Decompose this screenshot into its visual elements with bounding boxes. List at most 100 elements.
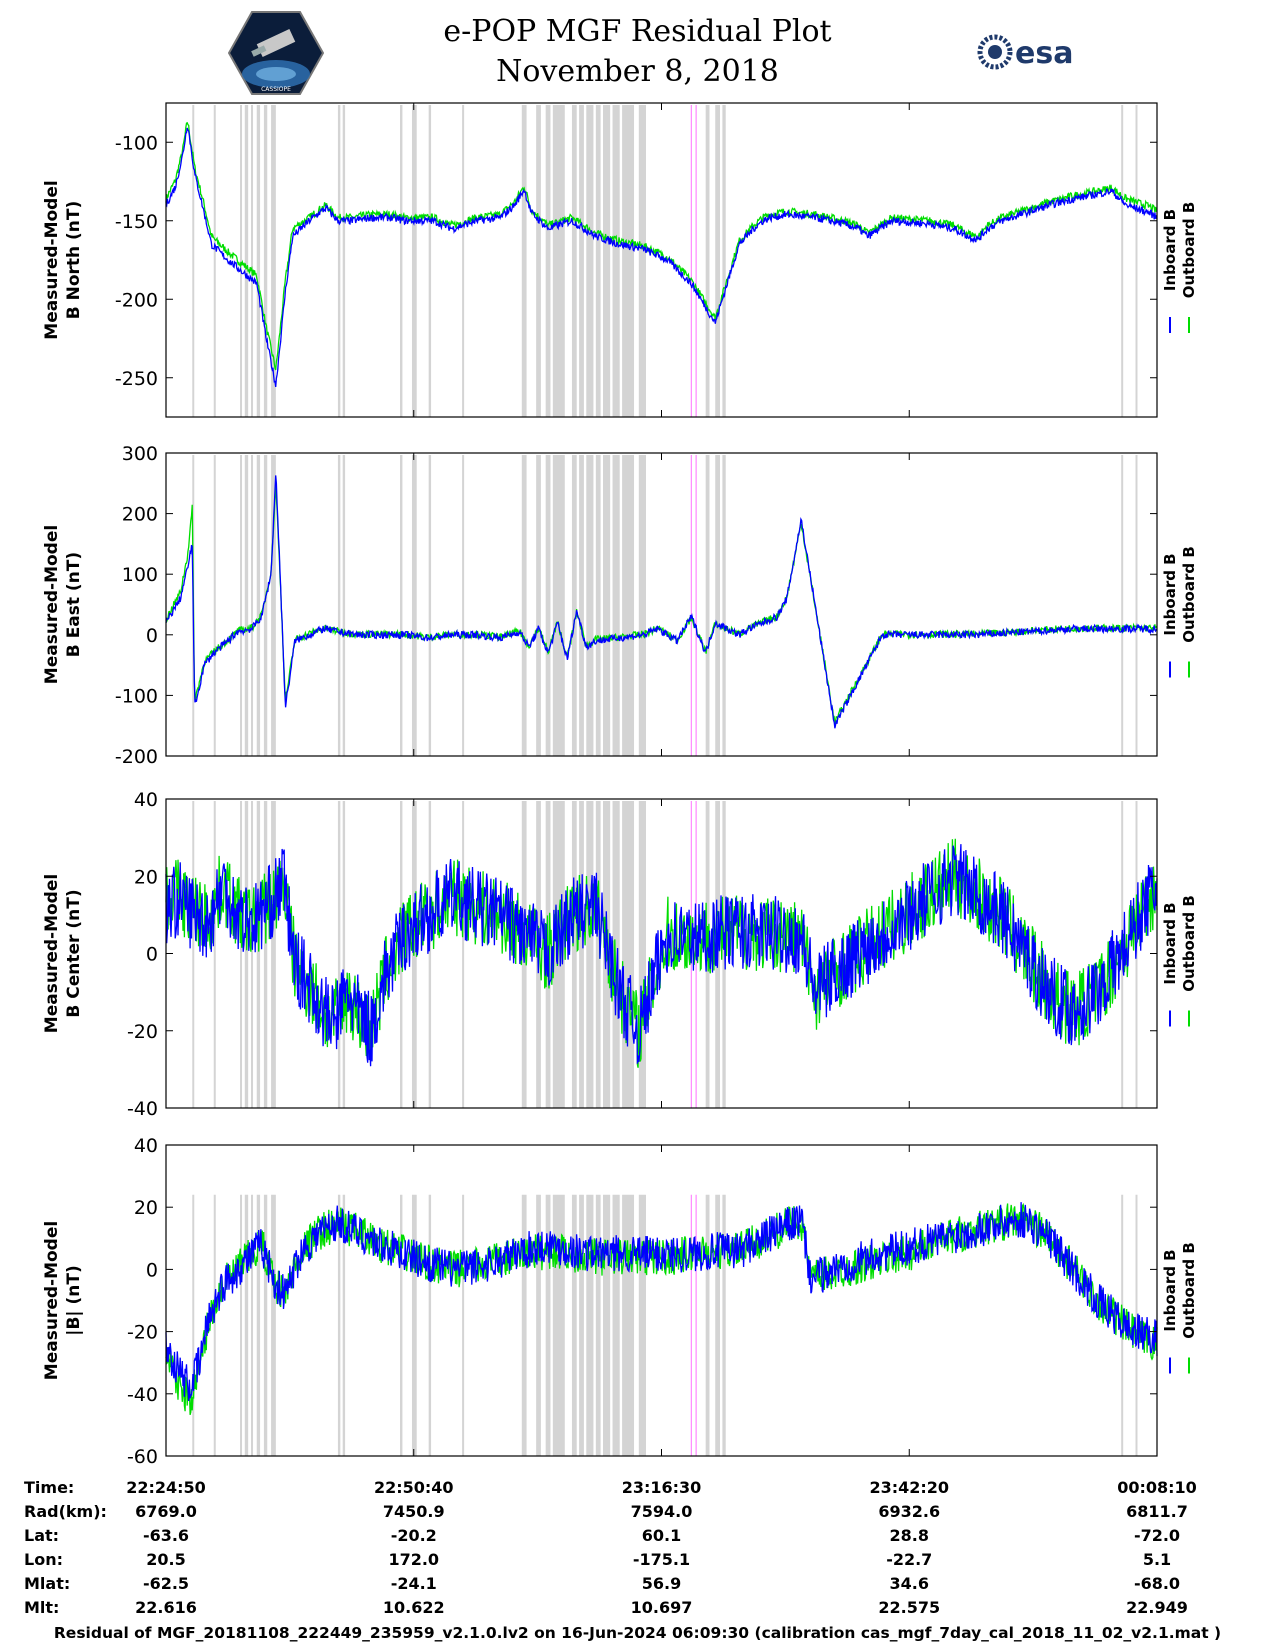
y-axis-label-line: Measured-Model (42, 180, 62, 339)
shaded-interval (1135, 1194, 1138, 1456)
shaded-interval (536, 105, 541, 417)
ephemeris-value: 34.6 (889, 1574, 929, 1593)
esa-logo-text: esa (1015, 36, 1073, 71)
y-tick-label: -250 (115, 368, 158, 390)
y-axis-label-line: |B| (nT) (64, 1265, 84, 1336)
y-axis-label-line: B North (nT) (64, 201, 84, 320)
y-tick-label: 100 (122, 564, 158, 586)
y-axis-label-line: B Center (nT) (64, 889, 84, 1017)
outboard-series-line (165, 121, 1158, 371)
shaded-interval (602, 455, 611, 756)
shaded-interval (428, 455, 432, 756)
shaded-interval (622, 801, 635, 1108)
shaded-interval (213, 455, 216, 756)
shaded-interval (521, 455, 527, 756)
shaded-interval (240, 1194, 243, 1456)
shaded-interval (271, 455, 276, 756)
shaded-interval (722, 801, 726, 1108)
ephemeris-value: -22.7 (886, 1550, 933, 1569)
ephemeris-value: 28.8 (889, 1526, 929, 1545)
shaded-interval (1121, 105, 1124, 417)
legend-label: Inboard B (1161, 209, 1179, 291)
shaded-interval (400, 455, 403, 756)
shaded-interval (342, 105, 346, 417)
y-axis-label-line: B East (nT) (64, 552, 84, 657)
plot-frame (165, 1144, 1158, 1457)
y-tick-label: -100 (115, 685, 158, 707)
ephemeris-row-label: Mlt: (24, 1598, 60, 1617)
y-tick-label: -100 (115, 132, 158, 154)
ephemeris-value: -20.2 (390, 1526, 437, 1545)
inboard-series-line (165, 475, 1158, 729)
shaded-interval (638, 455, 646, 756)
cassiope-logo: CASSIOPE (228, 11, 324, 95)
x-tick-label: 22:24:50 (126, 1478, 206, 1497)
shaded-interval (428, 1194, 432, 1456)
shaded-interval (251, 801, 254, 1108)
shaded-interval (612, 801, 620, 1108)
y-axis-label: Measured-Model |B| (nT) (42, 1221, 84, 1380)
shaded-interval (462, 455, 465, 756)
ephemeris-value: 5.1 (1142, 1550, 1172, 1569)
shaded-interval (271, 1194, 276, 1456)
ephemeris-value: 22.616 (135, 1598, 197, 1617)
ephemeris-value: 22.949 (1126, 1598, 1188, 1617)
ephemeris-value: -24.1 (390, 1574, 437, 1593)
shaded-interval (602, 105, 611, 417)
shaded-interval (192, 1194, 195, 1456)
y-tick-label: 200 (122, 504, 158, 526)
shaded-interval (622, 455, 635, 756)
ephemeris-value: 10.622 (382, 1598, 445, 1617)
shaded-interval (622, 105, 635, 417)
shaded-interval (586, 1194, 594, 1456)
y-tick-label: -150 (115, 211, 158, 233)
shaded-interval (586, 801, 594, 1108)
shaded-interval (213, 105, 216, 417)
y-tick-label: 300 (122, 443, 158, 465)
y-tick-label: 0 (146, 1259, 158, 1281)
cassiope-logo-text: CASSIOPE (261, 86, 291, 93)
ephemeris-value: 6769.0 (135, 1502, 197, 1521)
y-tick-label: 0 (146, 944, 158, 966)
shaded-interval (552, 1194, 565, 1456)
y-axis-label: Measured-Model B Center (nT) (42, 874, 84, 1033)
shaded-interval (411, 1194, 417, 1456)
shaded-interval (240, 801, 243, 1108)
ephemeris-value: 10.697 (630, 1598, 693, 1617)
outboard-series-line (165, 484, 1158, 726)
y-tick-label: 0 (146, 625, 158, 647)
shaded-interval (240, 455, 243, 756)
shaded-interval (586, 105, 594, 417)
chart-panel-1: -100 -150 -200 -250 Measured-Model B North (n… (42, 102, 1198, 418)
shaded-interval (337, 1194, 341, 1456)
y-axis-label-line: Measured-Model (42, 1221, 62, 1380)
shaded-interval (462, 801, 465, 1108)
shaded-interval (1135, 455, 1138, 756)
y-tick-label: -40 (127, 1098, 158, 1120)
y-tick-label: 40 (134, 1135, 158, 1157)
shaded-interval (342, 1194, 346, 1456)
ephemeris-value: 56.9 (641, 1574, 682, 1593)
shaded-interval (521, 1194, 527, 1456)
shaded-interval (244, 105, 249, 417)
chart-panel-4: 40 20 0 -20 -40 -60 Measured-Model |B| (nT) Inbo… (42, 1135, 1198, 1468)
shaded-interval (612, 455, 620, 756)
shaded-interval (705, 1194, 710, 1456)
shaded-interval (428, 801, 432, 1108)
shaded-interval (462, 105, 465, 417)
shaded-interval (240, 105, 243, 417)
shaded-interval (400, 1194, 403, 1456)
shaded-interval (256, 1194, 261, 1456)
y-tick-label: -20 (127, 1021, 158, 1043)
shaded-interval (579, 801, 584, 1108)
shaded-interval (251, 1194, 254, 1456)
shaded-interval (622, 1194, 635, 1456)
shaded-interval (571, 801, 577, 1108)
y-axis-label: Measured-Model B North (nT) (42, 180, 84, 339)
shaded-interval (586, 455, 594, 756)
ephemeris-row-label: Lat: (24, 1526, 60, 1545)
shaded-interval (715, 1194, 721, 1456)
shaded-interval (337, 801, 341, 1108)
ephemeris-value: -63.6 (142, 1526, 190, 1545)
ephemeris-row-label: Time: (24, 1478, 75, 1497)
